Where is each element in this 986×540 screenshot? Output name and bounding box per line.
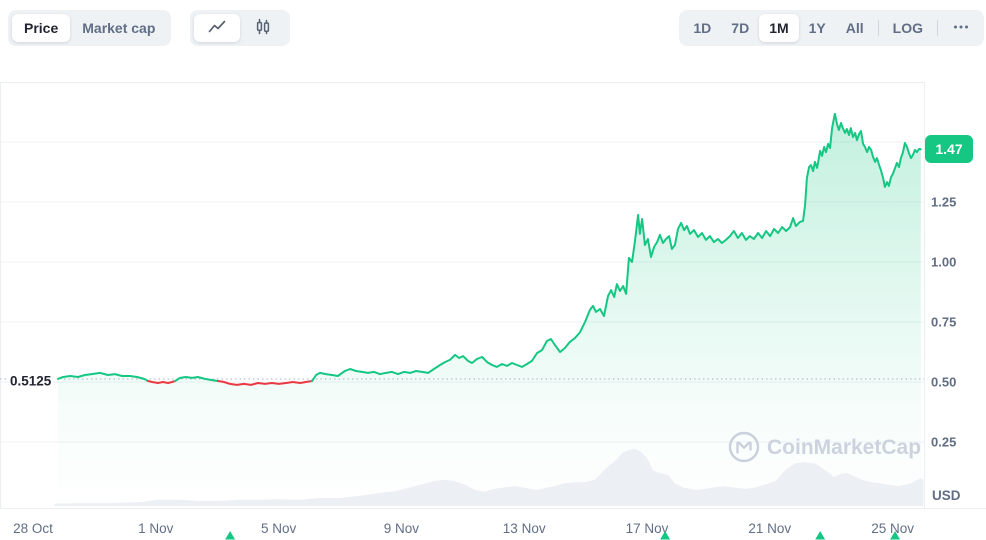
candlestick-chart-type-button[interactable] [240, 14, 286, 42]
open-price-label: 0.5125 [10, 374, 52, 389]
y-axis-tick-label: 0.50 [931, 375, 956, 390]
x-axis-tick-label: 21 Nov [748, 521, 791, 536]
metric-toggle-group: Price Market cap [8, 10, 172, 46]
tab-market-cap[interactable]: Market cap [70, 14, 167, 42]
candlestick-icon [253, 17, 273, 40]
event-marker-triangle-icon[interactable] [815, 531, 826, 540]
tab-1d[interactable]: 1D [683, 14, 721, 42]
x-axis-tick-label: 1 Nov [138, 521, 174, 536]
y-axis-tick-label: 0.75 [931, 315, 956, 330]
watermark-text: CoinMarketCap [767, 436, 921, 459]
price-area-fill [57, 113, 921, 507]
x-axis-tick-label: 9 Nov [384, 521, 420, 536]
more-options-button[interactable] [942, 14, 980, 42]
tab-1y[interactable]: 1Y [799, 14, 836, 42]
tab-7d[interactable]: 7D [721, 14, 759, 42]
y-axis-tick-label: 1.25 [931, 195, 956, 210]
line-chart-type-button[interactable] [194, 14, 240, 42]
ellipsis-icon [952, 18, 970, 39]
x-axis-tick-label: 25 Nov [871, 521, 914, 536]
x-axis-tick-label: 13 Nov [503, 521, 546, 536]
price-line-segment-down [217, 380, 314, 386]
x-axis-tick-label: 5 Nov [261, 521, 297, 536]
price-line-segment-down [147, 380, 177, 384]
y-axis-tick-label: 1.00 [931, 255, 956, 270]
price-line-segment-up [56, 371, 150, 382]
event-marker-triangle-icon[interactable] [225, 531, 236, 540]
price-line-segment-up [311, 112, 922, 382]
tab-price[interactable]: Price [12, 14, 71, 42]
tab-log[interactable]: LOG [883, 14, 933, 42]
toolbar-divider [877, 20, 879, 36]
event-marker-triangle-icon[interactable] [890, 531, 901, 540]
y-axis-tick-label: 0.25 [931, 435, 956, 450]
chart-type-toggle-group [190, 10, 290, 46]
current-price-value: 1.47 [935, 141, 962, 157]
event-marker-triangle-icon[interactable] [660, 531, 671, 540]
coinmarketcap-watermark: CoinMarketCap [728, 431, 921, 463]
price-line-segment-up [174, 376, 220, 382]
toolbar-divider [937, 20, 938, 36]
plot-panel-border [0, 82, 986, 509]
tab-all[interactable]: All [836, 14, 874, 42]
range-toggle-group: 1D 7D 1M 1Y All LOG [679, 10, 984, 46]
x-axis-tick-label: 28 Oct [13, 521, 53, 536]
coinmarketcap-logo-icon [728, 431, 760, 463]
x-axis-tick-label: 17 Nov [626, 521, 669, 536]
line-chart-icon [207, 17, 227, 40]
current-price-badge: 1.47 [925, 135, 973, 163]
tab-1m[interactable]: 1M [759, 14, 799, 42]
volume-area [54, 449, 924, 506]
currency-unit-label: USD [932, 488, 961, 503]
